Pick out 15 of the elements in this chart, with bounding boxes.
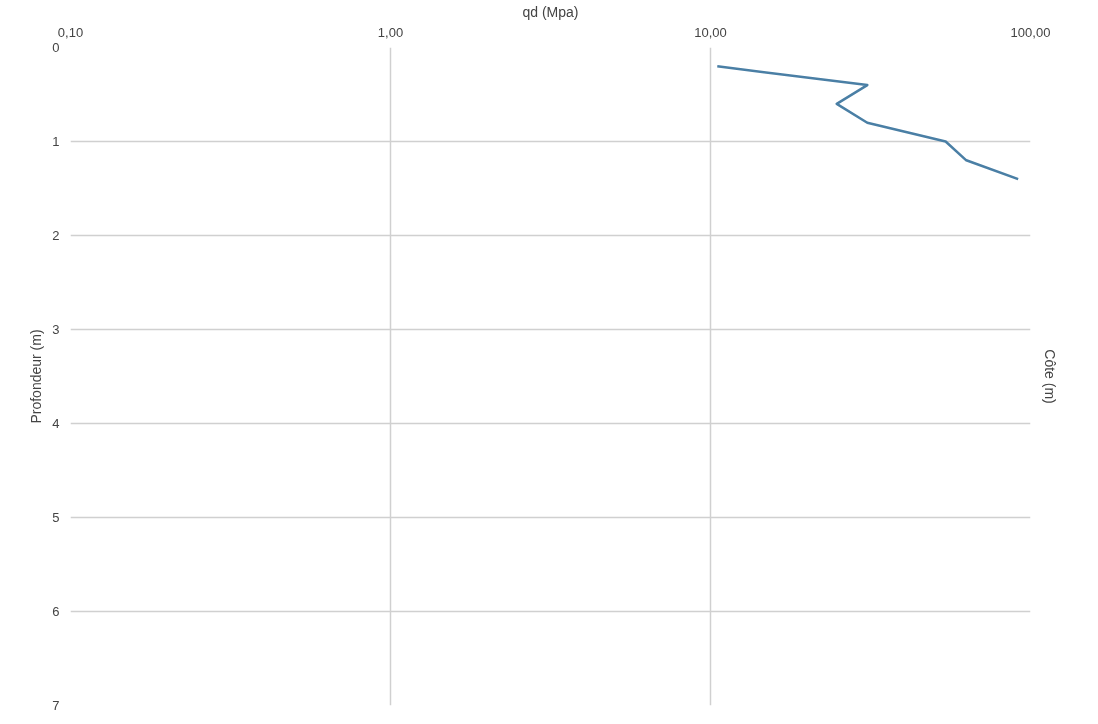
y-tick-label: 7 — [52, 698, 60, 713]
y-tick-label: 5 — [52, 510, 60, 525]
y-tick-label: 2 — [52, 228, 60, 243]
x-tick-label: 100,00 — [1010, 24, 1051, 40]
x-tick-label: 0,10 — [57, 24, 84, 40]
x-tick-label: 1,00 — [377, 24, 404, 40]
y-axis-title: Profondeur (m) — [28, 329, 45, 424]
y-tick-label: 0 — [52, 40, 60, 55]
x-axis-title: qd (Mpa) — [522, 3, 579, 20]
y2-axis-title: Côte (m) — [1041, 349, 1058, 404]
y-tick-label: 6 — [52, 604, 60, 619]
x-tick-label: 10,00 — [694, 24, 727, 40]
y-tick-label: 3 — [52, 322, 60, 337]
y-tick-label: 1 — [52, 134, 60, 149]
y-tick-label: 4 — [52, 416, 60, 431]
